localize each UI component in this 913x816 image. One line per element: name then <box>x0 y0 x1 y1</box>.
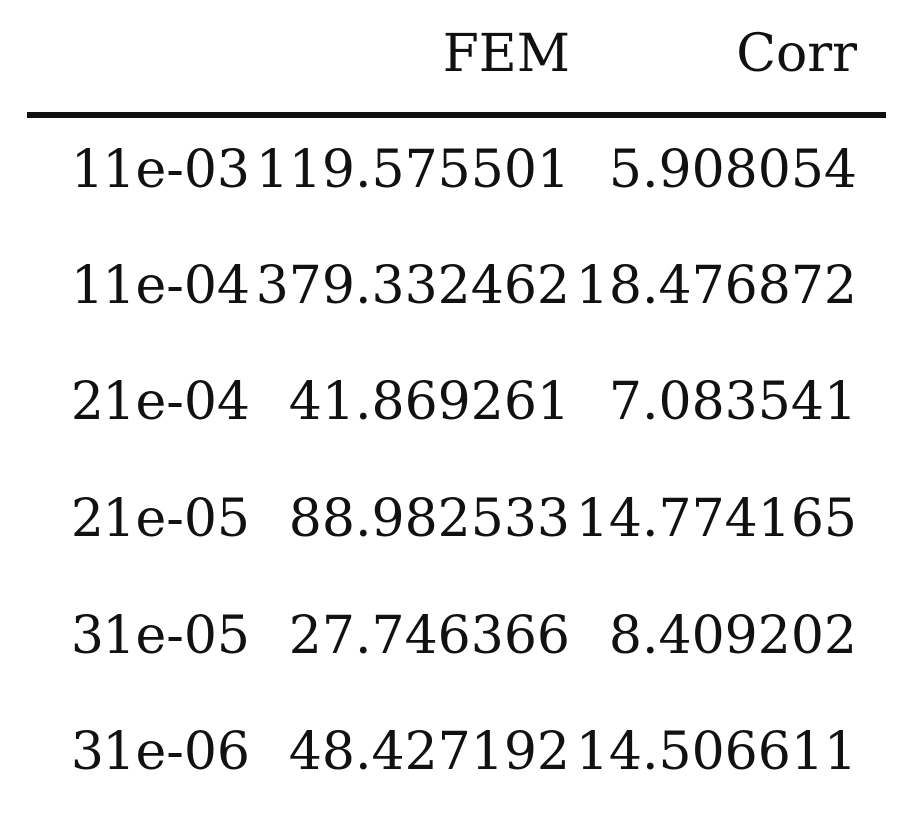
table-cell-eps: 1e-03 <box>102 140 250 200</box>
header-rule <box>27 112 886 118</box>
table-cell-corr: 7.083541 <box>608 372 857 432</box>
table-cell-n: 2 <box>70 489 104 549</box>
table-cell-eps: 1e-05 <box>102 606 250 666</box>
header-corr: Corr <box>736 24 857 84</box>
table-cell-n: 1 <box>70 256 104 316</box>
table-cell-fem: 88.982533 <box>288 489 570 549</box>
table-cell-corr: 18.476872 <box>575 256 857 316</box>
table-cell-n: 1 <box>70 140 104 200</box>
header-fem: FEM <box>442 24 570 84</box>
table-cell-corr: 8.409202 <box>608 606 857 666</box>
table-cell-corr: 14.506611 <box>575 722 857 782</box>
table-cell-fem: 379.332462 <box>255 256 570 316</box>
table-cell-n: 3 <box>70 722 104 782</box>
table-cell-eps: 1e-04 <box>102 256 250 316</box>
table-cell-fem: 27.746366 <box>288 606 570 666</box>
table-cell-fem: 41.869261 <box>288 372 570 432</box>
table-cell-fem: 119.575501 <box>255 140 570 200</box>
table-cell-eps: 1e-06 <box>102 722 250 782</box>
table-cell-fem: 48.427192 <box>288 722 570 782</box>
table-cell-n: 3 <box>70 606 104 666</box>
table-cell-n: 2 <box>70 372 104 432</box>
table-cell-eps: 1e-05 <box>102 489 250 549</box>
table-cell-corr: 5.908054 <box>608 140 857 200</box>
table-cell-corr: 14.774165 <box>575 489 857 549</box>
table-cell-eps: 1e-04 <box>102 372 250 432</box>
